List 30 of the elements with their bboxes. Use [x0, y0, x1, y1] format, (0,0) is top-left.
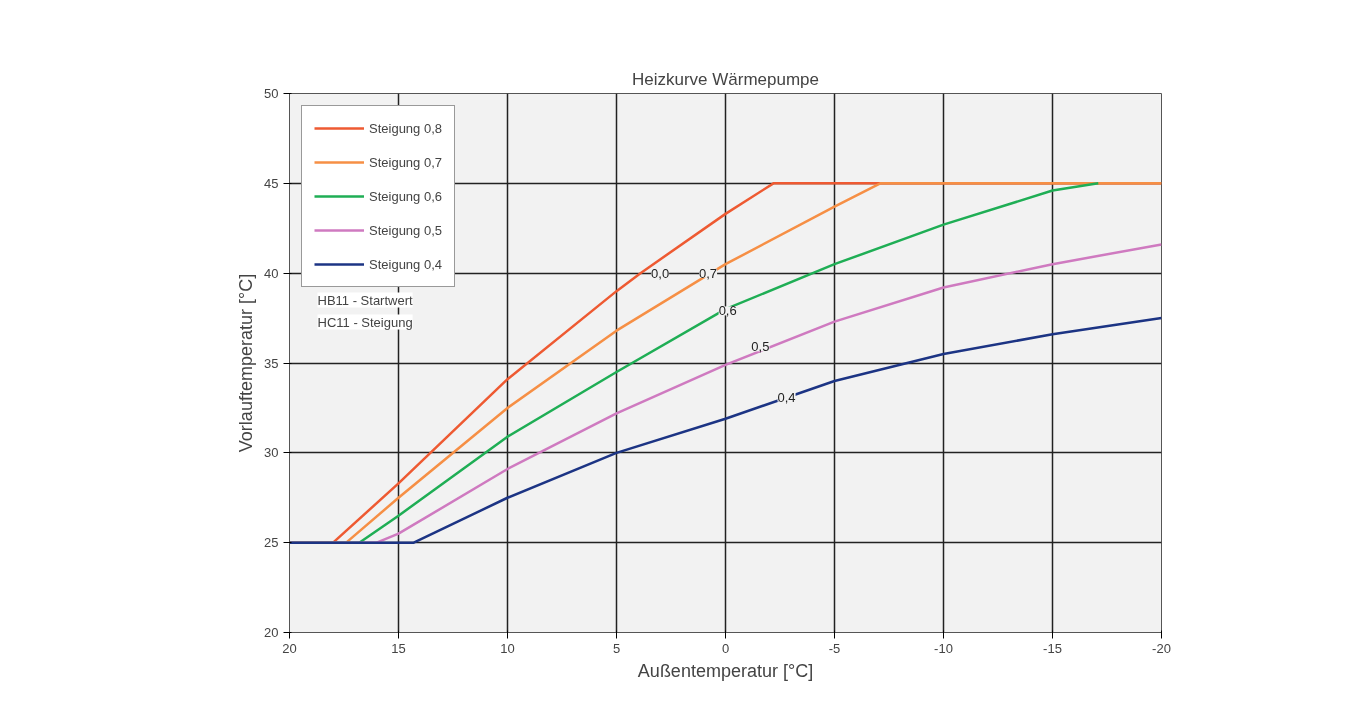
y-tick-label: 45 — [264, 175, 279, 191]
y-tick-label: 25 — [264, 535, 279, 551]
legend-label: Steigung 0,6 — [369, 188, 443, 204]
y-tick-label: 35 — [264, 355, 279, 371]
legend-label: Steigung 0,5 — [369, 222, 443, 238]
x-tick-label: -5 — [828, 640, 841, 656]
x-tick-label: 0 — [721, 640, 730, 656]
annotation: 0,0 — [651, 265, 670, 281]
x-tick-label: -20 — [1152, 640, 1171, 656]
y-tick-label: 50 — [264, 86, 279, 101]
x-tick-label: -15 — [1043, 640, 1062, 656]
y-tick-label: 40 — [264, 265, 279, 281]
annotation: 0,5 — [751, 339, 770, 355]
legend-label: Steigung 0,7 — [369, 154, 443, 170]
x-tick-label: 10 — [500, 640, 515, 656]
legend-label: Steigung 0,8 — [369, 120, 443, 136]
x-tick-label: 20 — [282, 640, 297, 656]
y-tick-label: 20 — [264, 625, 279, 640]
legend-label: Steigung 0,4 — [369, 256, 443, 272]
chart-title: Heizkurve Wärmepumpe — [631, 69, 820, 89]
x-axis-title: Außentemperatur [°C] — [637, 660, 814, 681]
x-tick-label: 5 — [612, 640, 621, 656]
x-tick-label: 15 — [391, 640, 406, 656]
annotation: 0,7 — [699, 265, 718, 281]
y-tick-label: 30 — [264, 445, 279, 461]
annotation: 0,4 — [777, 389, 796, 405]
y-axis-title: Vorlauftemperatur [°C] — [236, 273, 257, 453]
x-tick-label: -10 — [934, 640, 953, 656]
annotation: HC11 - Steigung — [317, 314, 413, 330]
annotation: HB11 - Startwert — [317, 292, 414, 308]
